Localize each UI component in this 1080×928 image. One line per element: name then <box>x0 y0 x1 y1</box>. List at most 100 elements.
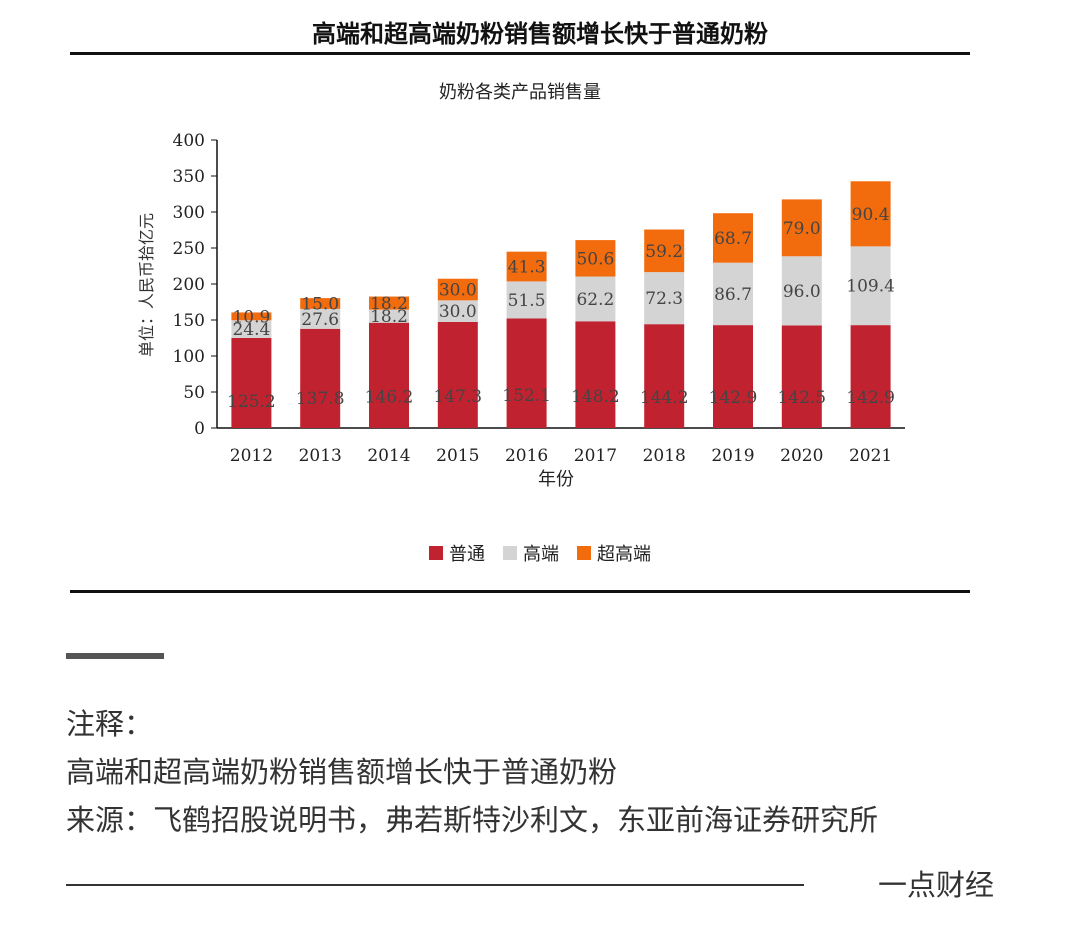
data-label: 59.2 <box>645 242 683 262</box>
bar-segment <box>713 213 753 263</box>
bar-segment <box>369 296 409 310</box>
x-tick-label: 2015 <box>436 446 479 466</box>
y-tick-label: 350 <box>173 167 205 187</box>
legend-swatch-premium <box>503 546 517 560</box>
legend-swatch-super-premium <box>577 546 591 560</box>
bar-segment <box>644 229 685 273</box>
bar-segment <box>437 321 478 428</box>
bar-segment <box>300 328 341 428</box>
data-label: 51.5 <box>508 291 546 311</box>
top-rule <box>70 52 970 55</box>
stacked-bar-chart: 奶粉各类产品销售量 单位：人民币拾亿元 年份 0 50 100 150 200 250 30… <box>137 82 905 490</box>
legend-label-regular: 普通 <box>449 544 485 565</box>
bar-segment <box>231 337 272 428</box>
y-tick-label: 50 <box>183 383 205 403</box>
data-label: 146.2 <box>365 387 414 407</box>
y-axis-label: 单位：人民币拾亿元 <box>137 213 156 357</box>
data-label: 27.6 <box>301 310 339 330</box>
bar-segment <box>781 256 822 326</box>
data-label: 41.3 <box>508 258 546 278</box>
data-label: 18.2 <box>370 294 408 314</box>
data-label: 109.4 <box>846 277 895 297</box>
data-label: 144.2 <box>640 388 689 408</box>
bar-segment <box>506 281 547 319</box>
data-label: 125.2 <box>227 392 276 412</box>
bar-segment <box>644 324 685 428</box>
accent-bar <box>66 653 164 659</box>
watermark: 一点财经 <box>877 868 994 902</box>
data-label: 152.1 <box>502 386 551 406</box>
data-label: 79.0 <box>783 219 821 239</box>
bar-segment <box>300 308 341 329</box>
x-axis-label: 年份 <box>538 469 574 490</box>
x-tick-label: 2014 <box>367 446 410 466</box>
data-label: 15.0 <box>301 295 339 315</box>
data-label: 148.2 <box>571 387 620 407</box>
data-label: 86.7 <box>714 285 752 305</box>
data-label: 30.0 <box>439 302 477 322</box>
bar-segment <box>231 320 272 338</box>
data-label: 142.5 <box>777 388 826 408</box>
notes-line: 高端和超高端奶粉销售额增长快于普通奶粉 <box>66 755 618 789</box>
data-label: 72.3 <box>645 289 683 309</box>
legend-item-regular: 普通 <box>429 540 485 566</box>
bar-segment <box>781 325 822 428</box>
legend-label-premium: 高端 <box>523 544 559 565</box>
x-tick-label: 2019 <box>711 446 754 466</box>
legend-swatch-regular <box>429 546 443 560</box>
bar-segment <box>781 199 822 257</box>
bar-segment <box>575 240 616 277</box>
data-label: 142.9 <box>709 388 758 408</box>
legend-item-premium: 高端 <box>503 540 559 566</box>
data-label: 137.8 <box>296 389 345 409</box>
notes-source: 来源：飞鹤招股说明书，弗若斯特沙利文，东亚前海证券研究所 <box>66 803 879 837</box>
notes-block: 注释： 高端和超高端奶粉销售额增长快于普通奶粉 来源：飞鹤招股说明书，弗若斯特沙… <box>66 700 1006 844</box>
x-tick-label: 2013 <box>299 446 342 466</box>
y-tick-label: 300 <box>173 203 205 223</box>
data-labels-group: 125.2 24.410.9 137.8 27.615.0 146.2 18.218.2 1… <box>227 205 895 412</box>
bar-segment <box>850 181 891 247</box>
data-label: 62.2 <box>576 290 614 310</box>
bar-segment <box>506 318 547 428</box>
legend: 普通 高端 超高端 <box>0 540 1080 566</box>
bar-segment <box>850 246 891 326</box>
data-label: 10.9 <box>232 307 270 327</box>
bar-segment <box>575 321 616 428</box>
bar-segment <box>231 312 272 321</box>
bar-segment <box>850 325 891 428</box>
bar-segment <box>575 276 616 322</box>
legend-item-super-premium: 超高端 <box>577 540 651 566</box>
bar-segment <box>713 262 753 326</box>
y-tick-label: 200 <box>173 275 205 295</box>
data-label: 30.0 <box>439 281 477 301</box>
data-label: 50.6 <box>576 249 614 269</box>
bar-segment <box>506 251 547 282</box>
x-tick-label: 2017 <box>574 446 617 466</box>
bar-segment <box>300 298 341 309</box>
figure-title: 高端和超高端奶粉销售额增长快于普通奶粉 <box>312 20 768 48</box>
x-tick-label: 2012 <box>230 446 273 466</box>
x-tick-label: 2016 <box>505 446 548 466</box>
x-tick-label: 2018 <box>643 446 686 466</box>
x-tick-label: 2021 <box>849 446 892 466</box>
bar-segment <box>369 322 409 428</box>
y-tick-label: 100 <box>173 347 205 367</box>
bars-group <box>231 181 891 428</box>
data-label: 142.9 <box>846 388 895 408</box>
y-tick-label: 150 <box>173 311 205 331</box>
bottom-rule <box>70 590 970 593</box>
bar-segment <box>437 278 478 301</box>
data-label: 147.3 <box>433 387 482 407</box>
y-tick-label: 250 <box>173 239 205 259</box>
data-label: 68.7 <box>714 229 752 249</box>
source-underline <box>66 884 804 886</box>
notes-heading: 注释： <box>66 707 154 741</box>
data-label: 90.4 <box>852 205 890 225</box>
bar-segment <box>437 300 478 322</box>
data-label: 96.0 <box>783 282 821 302</box>
bar-segment <box>644 272 685 325</box>
y-tick-label: 0 <box>194 419 205 439</box>
legend-label-super-premium: 超高端 <box>597 544 651 565</box>
bar-segment <box>713 325 753 428</box>
chart-title: 奶粉各类产品销售量 <box>439 82 601 103</box>
